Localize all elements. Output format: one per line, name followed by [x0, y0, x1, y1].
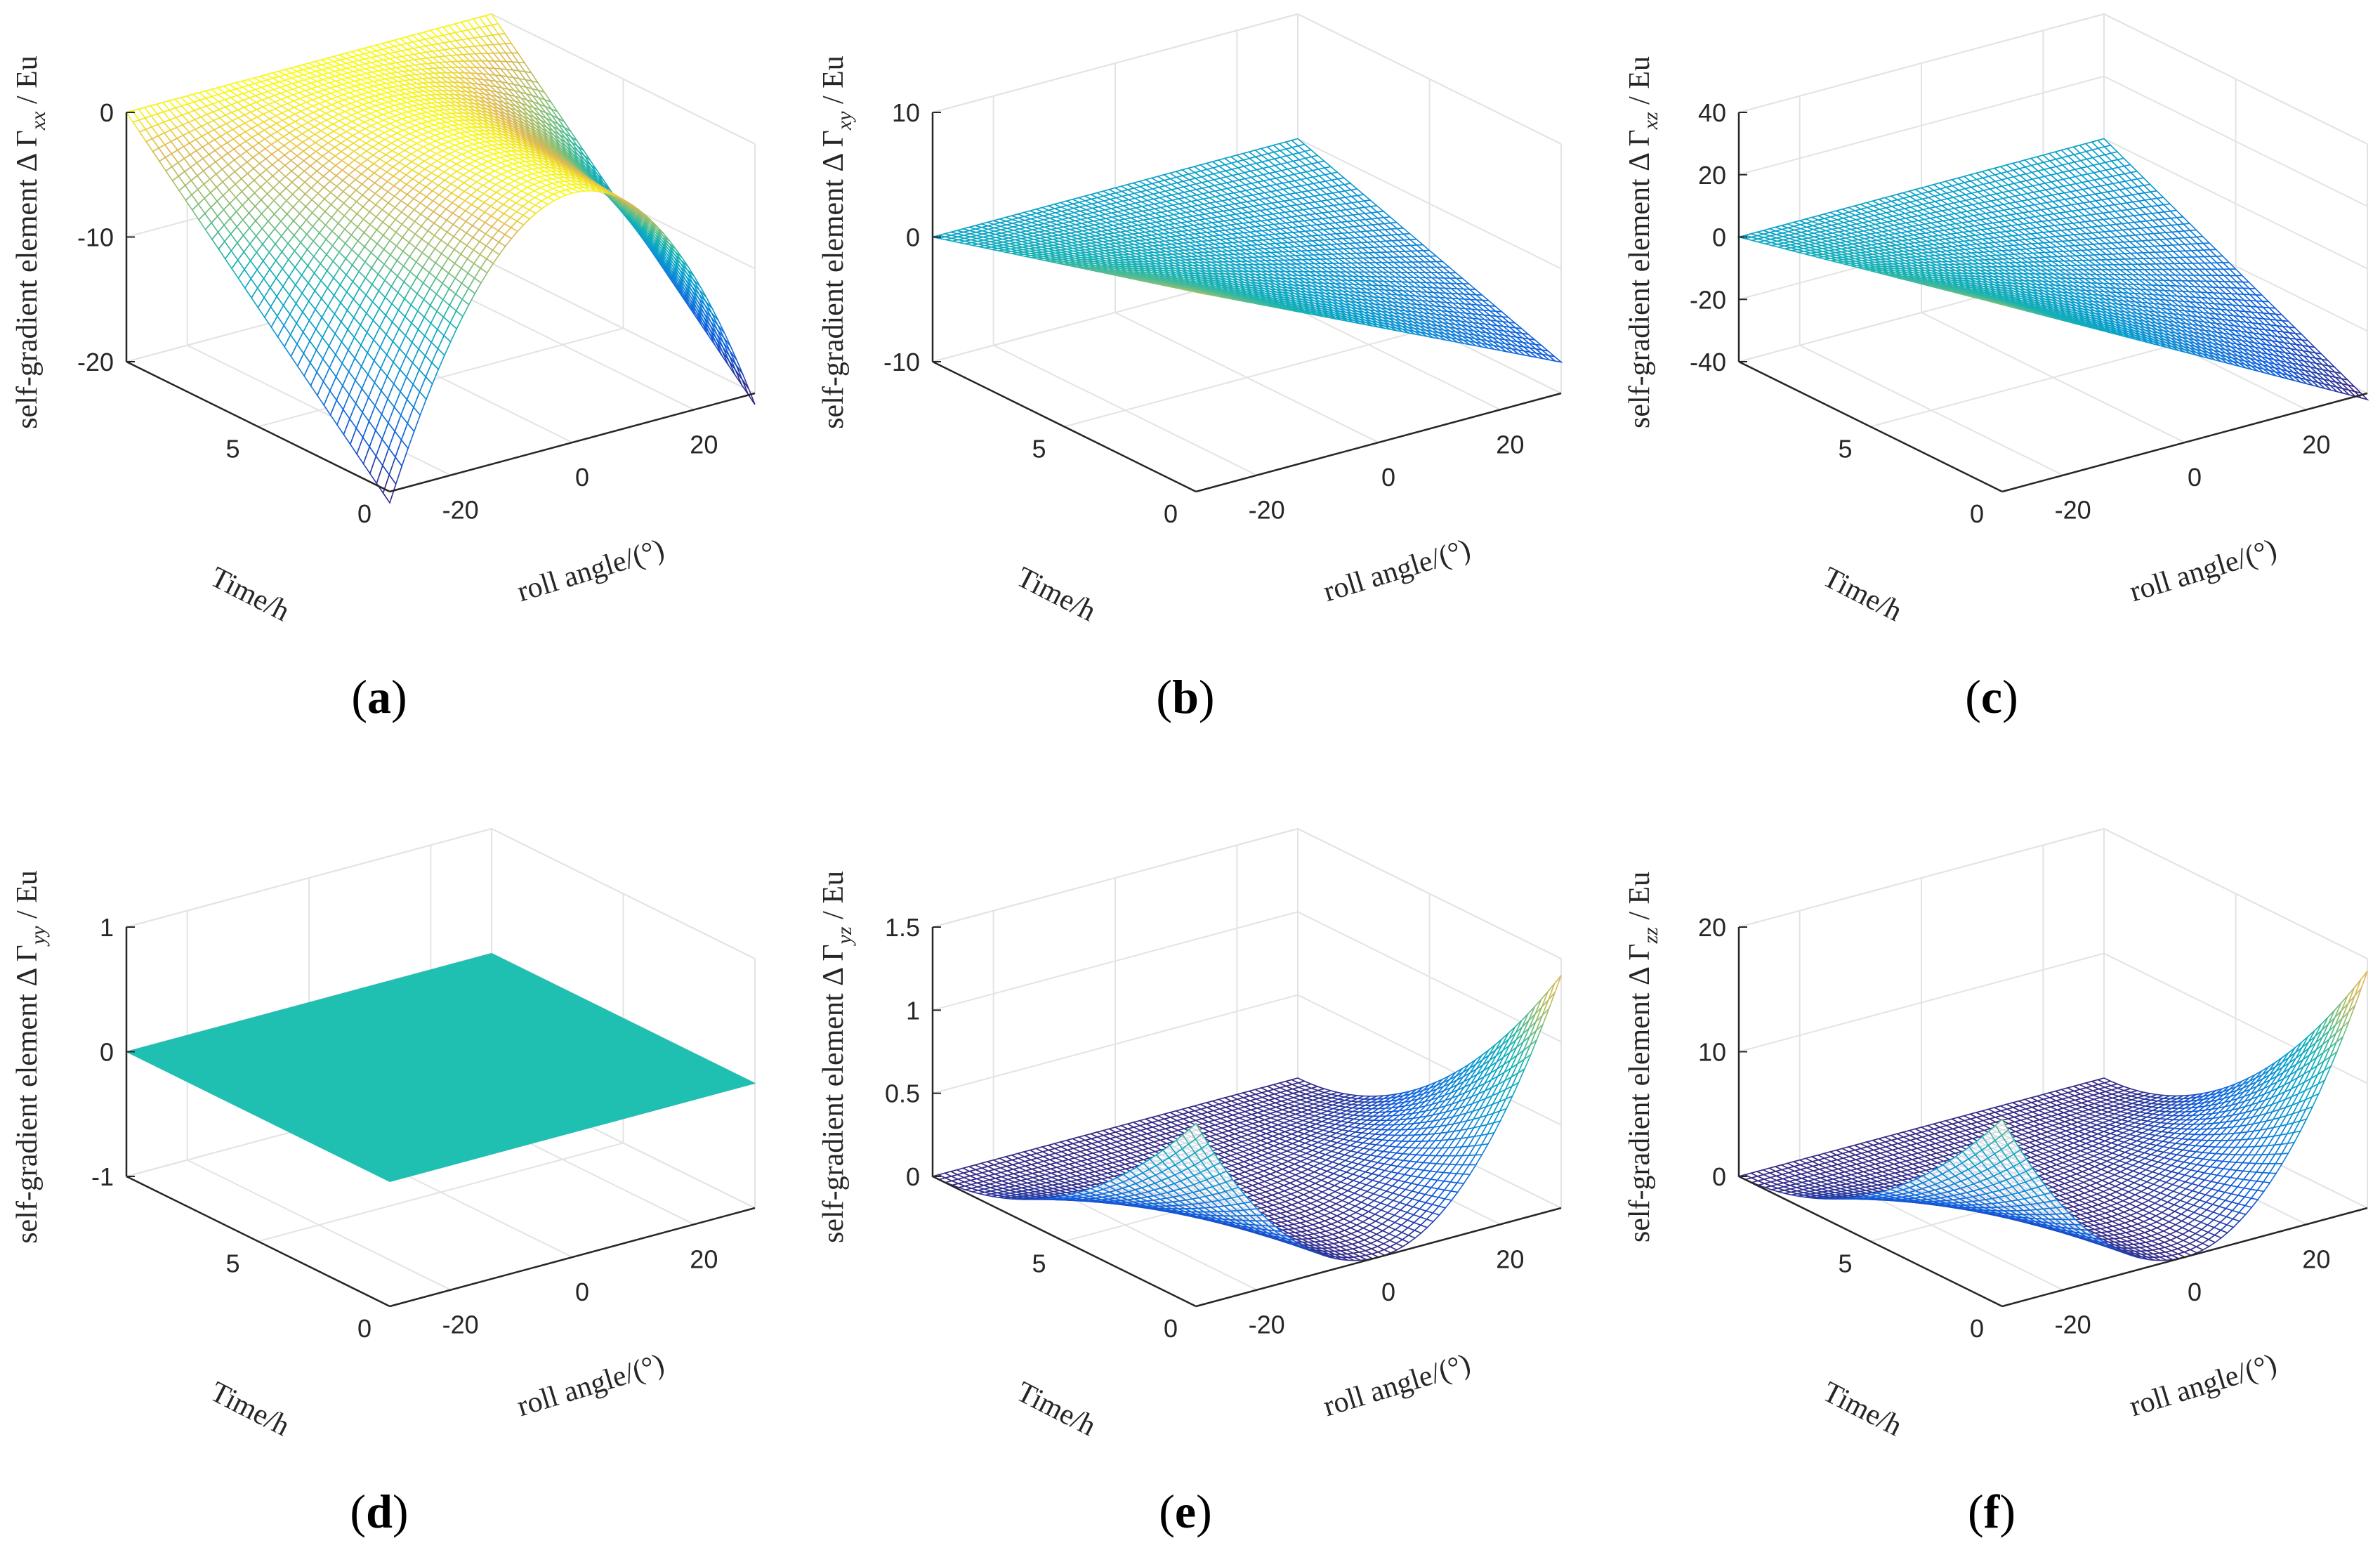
z-axis-title: self-gradient element Δ Γxx / Eu	[11, 55, 50, 429]
caption-letter: b	[1172, 670, 1199, 723]
panel-b: 10 0 -10 -20 0 20 0 5 roll angle/(°) Time/h self-g…	[817, 13, 1563, 723]
roll-tick-label: 0	[575, 463, 589, 492]
roll-axis-title: roll angle/(°)	[1320, 533, 1474, 608]
time-tick-label: 0	[1164, 499, 1178, 528]
back-wall-top	[932, 13, 1562, 145]
time-tick-label: 5	[1032, 435, 1046, 464]
z-axis-title-main: self-gradient element Δ Γ	[11, 130, 44, 429]
z-axis-title-sub: xy	[833, 111, 856, 131]
caption-letter: a	[367, 670, 391, 723]
caption-paren-open: (	[351, 670, 367, 723]
z-tick-label: 10	[892, 98, 920, 127]
z-tick-label: -20	[77, 348, 114, 376]
surface-a	[125, 13, 756, 504]
roll-tick-label: 20	[1496, 430, 1524, 459]
z-tick-label: -10	[883, 348, 920, 376]
z-gridline	[932, 13, 1562, 145]
time-tick-label: 0	[357, 499, 372, 528]
z-axis-title-sub: xx	[27, 111, 50, 131]
roll-axis-title: roll angle/(°)	[513, 533, 668, 608]
z-tick-label: 0	[100, 98, 114, 127]
time-tick-label: 5	[225, 435, 239, 464]
time-axis-line	[932, 360, 1197, 493]
z-axis-title: self-gradient element Δ Γxy / Eu	[817, 55, 856, 429]
caption-a: (a)	[351, 670, 407, 723]
z-tick-label: 0	[906, 223, 920, 252]
back-wall-top	[1738, 13, 2368, 145]
panel-a: 0 -10 -20 -20 0 20 0 5 roll angle/(°) Time/h self-…	[11, 13, 756, 723]
z-axis-title-unit: / Eu	[817, 55, 850, 111]
surface-b	[932, 138, 1563, 363]
caption-paren-close: )	[1199, 670, 1215, 723]
z-tick-label: -10	[77, 223, 114, 252]
caption-paren-close: )	[391, 670, 407, 723]
roll-tick-label: -20	[1249, 496, 1285, 525]
z-axis-title-unit: / Eu	[11, 55, 44, 111]
caption-b: (b)	[1156, 670, 1214, 723]
z-axis-title-main: self-gradient element Δ Γ	[817, 130, 850, 429]
roll-tick-label: 0	[1381, 463, 1395, 492]
roll-tick-label: -20	[442, 496, 479, 525]
time-axis-title: Time/h	[205, 561, 295, 628]
surface-c	[1736, 138, 2369, 401]
time-axis-title: Time/h	[1011, 561, 1101, 628]
z-gridline	[1738, 13, 2368, 145]
caption-paren-open: (	[1156, 670, 1172, 723]
roll-tick-label: 20	[690, 430, 718, 459]
